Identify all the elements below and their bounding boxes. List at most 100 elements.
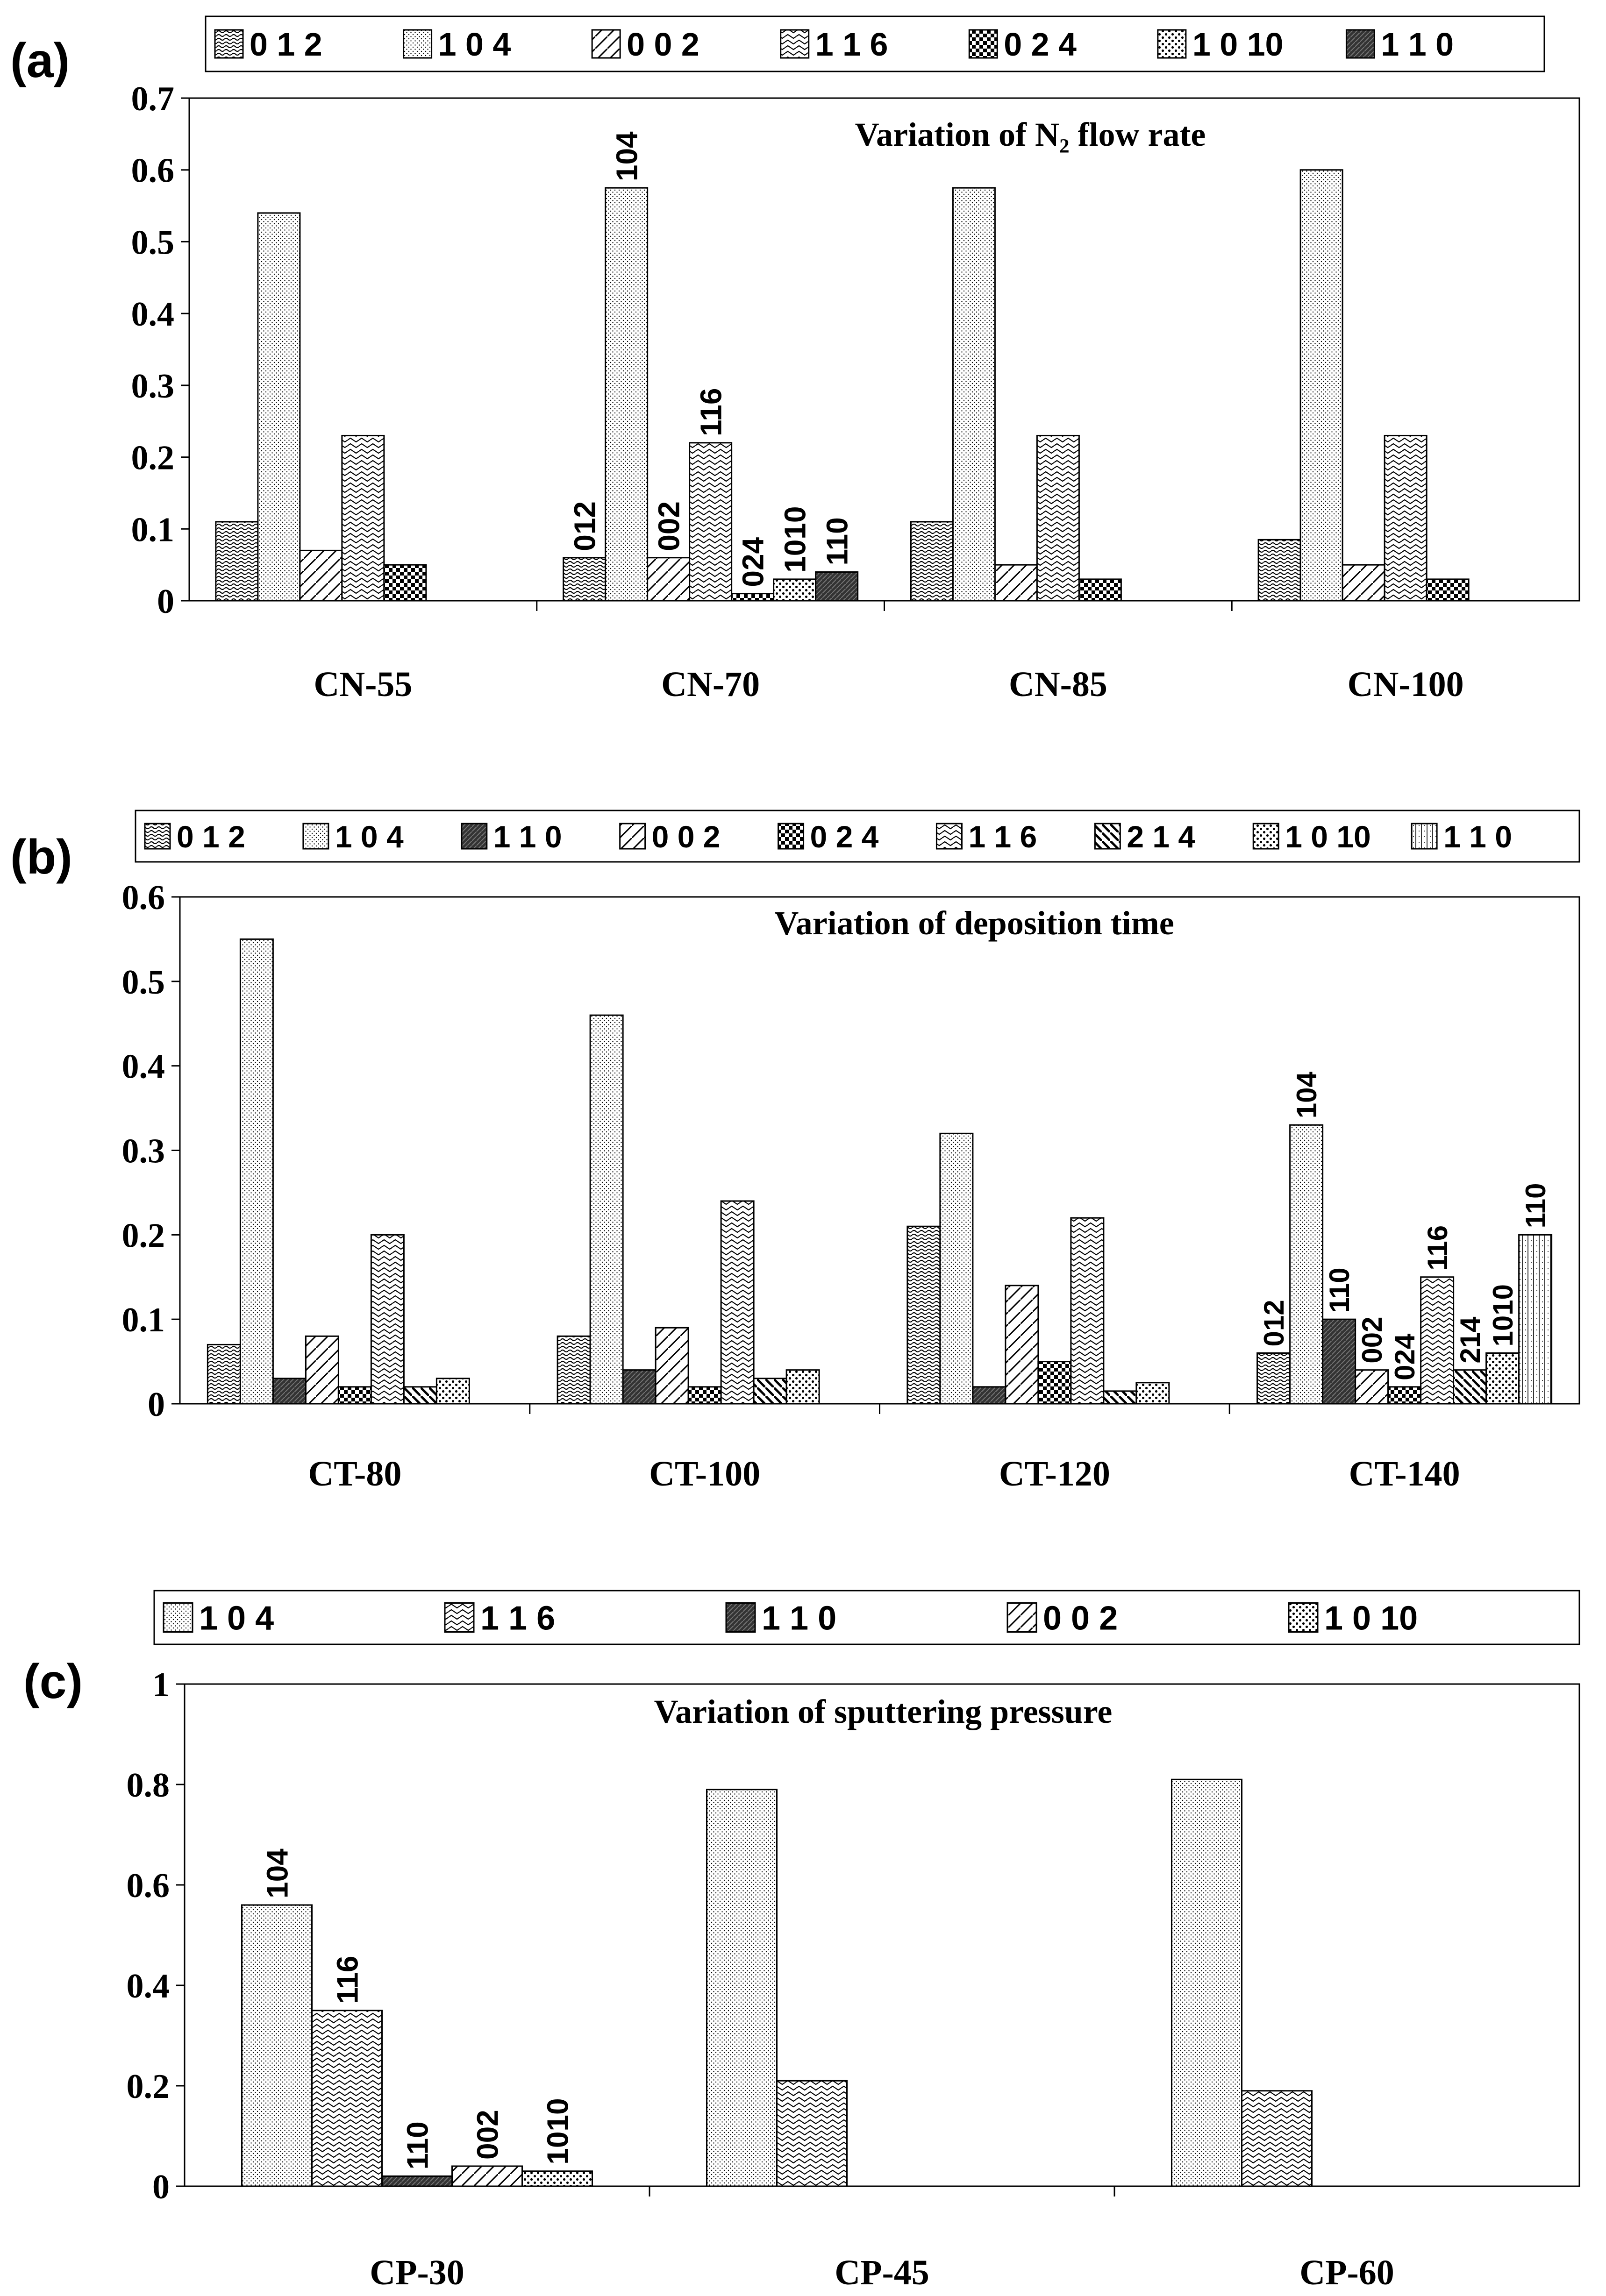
panel-c-letter: (c) [23,1655,83,1709]
legend-swatch-110 [725,1602,756,1633]
legend-swatch-002 [591,29,621,59]
legend-box [135,810,1580,863]
y-tick-label: 0 [157,583,174,621]
legend-label-012: 0 1 2 [177,819,245,854]
bar-116-cn-85 [1036,434,1080,602]
panel-a-ticks: 0 0.1 0.2 0.3 0.4 0.5 0.6 0.7 [131,80,189,621]
legend-swatch-104 [163,1602,193,1633]
bar-1010-ct-140 [1485,1352,1520,1405]
legend-label-1010: 1 0 10 [1324,1599,1418,1637]
panel-b-bars [180,938,1579,1405]
panel-b-title: Variation of deposition time [774,904,1174,942]
bar-104-ct-140 [1289,1124,1324,1405]
bar-002-ct-80 [305,1335,339,1405]
bar-data-label: 110 [821,517,854,565]
panel-c-bar-labels: 104 116 110 002 1010 [261,1848,575,2170]
legend-swatch-104 [403,29,433,59]
legend-swatch-012 [214,29,244,59]
bar-002-cn-55 [299,549,343,602]
legend-swatch-1010 [1252,823,1279,850]
legend-label-214: 2 1 4 [1127,819,1195,854]
bar-024-cn-85 [1078,578,1122,602]
bar-data-label: 002 [652,501,686,551]
panel-a-categories: CN-55 CN-70 CN-85 CN-100 [314,601,1464,704]
bar-data-label: 104 [261,1848,294,1898]
panel-a-plot-frame [188,97,1580,602]
bar-110-ct-120 [972,1386,1006,1405]
legend-label-024: 0 2 4 [1004,26,1077,63]
y-tick-label: 0.2 [127,2068,170,2106]
legend-swatch-024 [968,29,998,59]
bar-012-cn-55 [215,521,259,602]
panel-b-letter: (b) [10,830,72,884]
y-tick-label: 0.3 [122,1132,165,1171]
legend-swatch-002 [619,823,646,850]
bar-104-ct-100 [589,1014,624,1405]
panel-c-ticks: 0 0.2 0.4 0.6 0.8 1 [127,1666,185,2206]
legend-label-110: 1 1 0 [1381,26,1454,63]
legend-swatch-214 [1094,823,1121,850]
legend-swatch-012 [144,823,171,850]
bar-data-label: 012 [1258,1300,1290,1346]
bar-024-ct-140 [1387,1386,1422,1405]
bar-110-cp-30 [381,2175,453,2187]
bar-002-ct-140 [1355,1369,1389,1405]
category-label-ct-140: CT-140 [1349,1454,1460,1493]
bar-1010-cn-70 [773,578,817,602]
panel-a-legend: 0 1 2 1 0 4 0 0 2 1 1 6 0 2 4 1 0 10 1 1 0 [205,15,1545,72]
bar-104-cn-85 [952,187,996,602]
bar-104-ct-120 [939,1132,974,1405]
legend-swatch-110b [1411,823,1438,850]
bar-104-cn-55 [257,212,301,602]
y-tick-label: 0.5 [131,223,175,262]
bar-024-cn-55 [383,564,427,602]
category-label-cp-30: CP-30 [370,2253,464,2292]
legend-swatch-024 [778,823,805,850]
bar-data-label: 002 [471,2110,505,2160]
bar-012-ct-80 [207,1343,241,1405]
bar-214-ct-100 [753,1378,787,1405]
bar-110-ct-100 [622,1369,657,1405]
legend-label-024: 0 2 4 [810,819,879,854]
bar-116-ct-140 [1420,1276,1455,1405]
legend-label-116: 1 1 6 [815,26,888,63]
bar-data-label: 116 [331,1956,364,2004]
bar-012-cn-100 [1257,539,1301,602]
legend-label-104: 1 0 4 [438,26,511,63]
bar-1010-ct-120 [1135,1382,1170,1405]
legend-swatch-1010 [1157,29,1187,59]
legend-swatch-116 [780,29,810,59]
bar-data-label: 110 [1520,1183,1551,1229]
legend-label-002: 0 0 2 [652,819,721,854]
bar-110-cn-70 [815,571,859,602]
panel-a-bars [189,169,1579,602]
bar-002-cn-85 [994,564,1038,602]
bar-104-cp-30 [241,1904,313,2187]
legend-swatch-110 [461,823,488,850]
bar-024-ct-80 [337,1386,372,1405]
panel-a-bar-labels: 012 104 002 116 024 1010 110 [568,131,854,587]
category-label-cn-85: CN-85 [1009,665,1107,704]
panel-c-legend: 1 0 4 1 1 6 1 1 0 0 0 2 1 0 10 [153,1590,1580,1645]
y-tick-label: 0.6 [131,152,175,190]
panel-b-legend: 0 1 2 1 0 4 1 1 0 0 0 2 0 2 4 1 1 6 2 1 4 1 0 1… [135,810,1580,863]
y-tick-label: 0.2 [122,1216,165,1255]
bar-104-cp-60 [1171,1778,1242,2187]
panel-c-plot-frame [184,1683,1580,2187]
bar-012-ct-100 [557,1335,591,1405]
panel-a: (a) 0 1 2 1 0 4 0 0 2 1 1 6 0 2 4 1 0 10 1 1 0… [10,15,1580,704]
y-tick-label: 1 [152,1666,170,1704]
legend-swatch-116 [444,1602,475,1633]
y-tick-label: 0.6 [127,1867,170,1905]
bar-data-label: 1010 [778,506,812,573]
legend-label-1010: 1 0 10 [1285,819,1371,854]
legend-swatch-116 [935,823,963,850]
legend-swatch-002 [1006,1602,1037,1633]
legend-label-1010: 1 0 10 [1192,26,1284,63]
category-label-ct-100: CT-100 [649,1454,760,1493]
y-tick-label: 0.3 [131,367,175,405]
panel-c-categories: CP-30 CP-45 CP-60 [370,2186,1394,2292]
legend-label-110b: 1 1 0 [1443,819,1512,854]
category-label-ct-120: CT-120 [999,1454,1110,1493]
